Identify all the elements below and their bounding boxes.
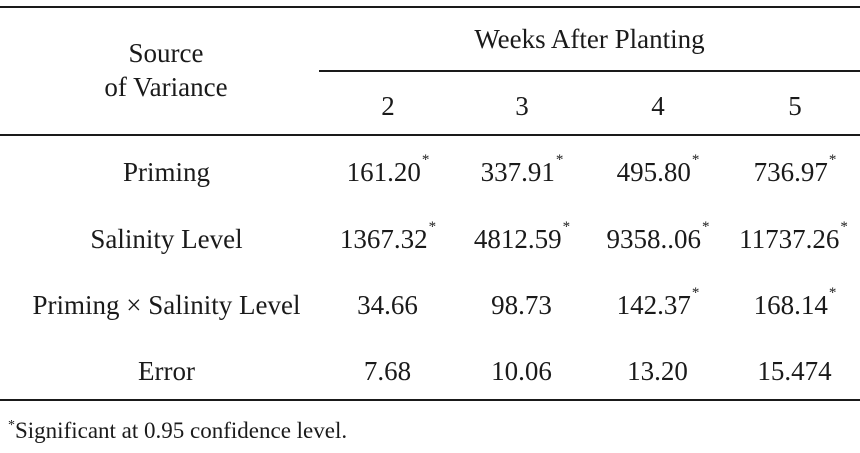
- week-2-header: 2: [381, 91, 395, 121]
- week-5-header: 5: [788, 91, 802, 121]
- footnote-mark: *: [8, 418, 15, 433]
- weeks-header-rule: [319, 70, 860, 72]
- source-header-line2: of Variance: [104, 72, 228, 102]
- table-cell: 736.97*: [753, 152, 837, 188]
- source-of-variance-header: Source of Variance: [50, 36, 282, 104]
- week-3-header: 3: [515, 91, 529, 121]
- table-cell: 4812.59*: [473, 219, 571, 255]
- table-bottom-rule: [0, 399, 860, 401]
- table-cell: 10.06: [491, 356, 552, 386]
- week-4-header: 4: [651, 91, 665, 121]
- table-top-rule: [0, 6, 860, 8]
- weeks-after-planting-header: Weeks After Planting: [474, 24, 705, 54]
- row-label-salinity-level: Salinity Level: [90, 224, 243, 254]
- source-header-line1: Source: [128, 38, 204, 68]
- row-label-priming-x-salinity: Priming × Salinity Level: [32, 290, 301, 320]
- table-cell: 15.474: [757, 356, 832, 386]
- table-cell: 7.68: [363, 356, 412, 386]
- table-cell: 495.80*: [616, 152, 700, 188]
- table-cell: 13.20: [627, 356, 688, 386]
- table-cell: 11737.26*: [739, 219, 848, 255]
- table-cell: 161.20*: [346, 152, 430, 188]
- row-label-priming: Priming: [122, 157, 210, 187]
- table-cell: 9358..06*: [606, 219, 710, 255]
- table-cell: 142.37*: [616, 285, 700, 321]
- header-bottom-rule: [0, 134, 860, 136]
- row-label-error: Error: [138, 356, 195, 386]
- table-cell: 168.14*: [753, 285, 837, 321]
- table-cell: 337.91*: [480, 152, 564, 188]
- footnote-text: Significant at 0.95 confidence level.: [15, 418, 348, 443]
- table-cell: 98.73: [491, 290, 552, 320]
- table-footnote: *Significant at 0.95 confidence level.: [8, 418, 347, 444]
- table-cell: 34.66: [357, 290, 418, 320]
- table-cell: 1367.32*: [339, 219, 437, 255]
